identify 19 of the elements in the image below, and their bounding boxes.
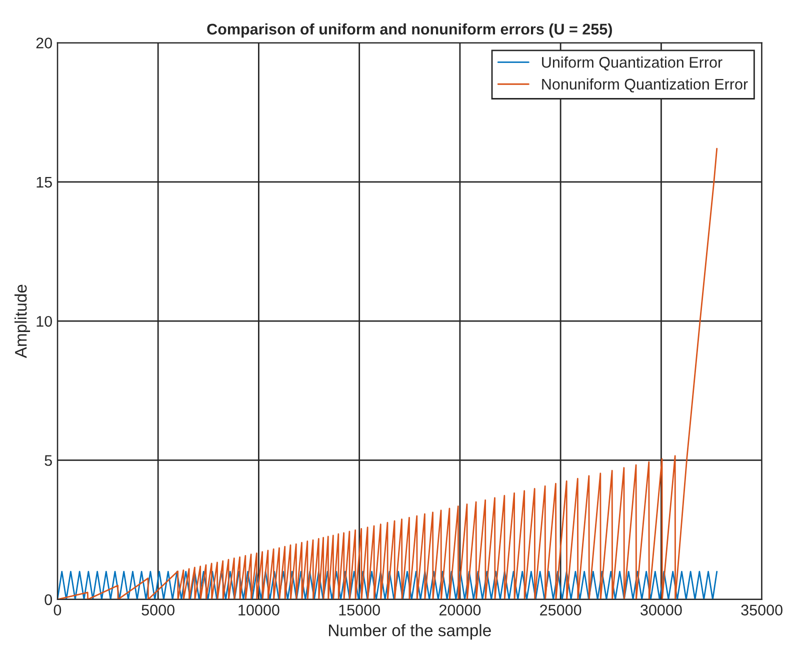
- x-tick-label: 35000: [741, 604, 782, 616]
- x-axis-title: Number of the sample: [329, 624, 491, 640]
- x-tick-label: 20000: [439, 604, 481, 616]
- y-tick-label: 20: [36, 38, 52, 48]
- x-tick-label: 25000: [540, 604, 582, 616]
- line-series: [57, 148, 718, 600]
- y-tick-label: 0: [44, 594, 52, 606]
- x-tick-label: 15000: [339, 604, 380, 616]
- y-tick-label: 15: [36, 176, 52, 188]
- legend-label: Nonuniform Quantization Error: [542, 78, 748, 92]
- x-tick-label: 30000: [640, 604, 682, 616]
- chart-title: Comparison of uniform and nonuniform errors (U = 255): [207, 23, 612, 38]
- y-tick-label: 10: [36, 316, 52, 327]
- x-tick-label: 5000: [142, 604, 174, 616]
- y-axis-title: Amplitude: [14, 284, 30, 358]
- y-tick-label: 5: [44, 455, 52, 466]
- legend-label: Uniform Quantization Error: [542, 56, 722, 70]
- x-tick-label: 10000: [238, 604, 280, 616]
- x-tick-label: 0: [54, 604, 62, 616]
